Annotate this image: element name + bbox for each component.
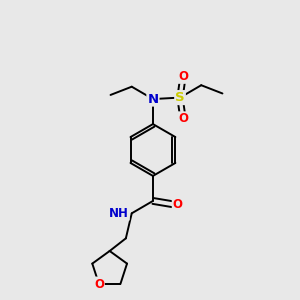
Text: O: O	[173, 198, 183, 211]
Text: O: O	[94, 278, 104, 290]
Text: N: N	[147, 93, 158, 106]
Text: O: O	[178, 112, 188, 125]
Text: O: O	[178, 70, 188, 83]
Text: S: S	[175, 91, 185, 104]
Text: NH: NH	[109, 207, 129, 220]
